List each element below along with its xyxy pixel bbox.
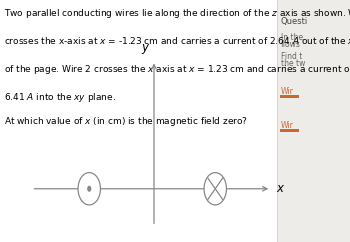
Text: $x$: $x$ <box>276 182 285 195</box>
Text: crosses the x-axis at $x$ = -1.23 cm and carries a current of 2.64 $A$ out of th: crosses the x-axis at $x$ = -1.23 cm and… <box>4 35 350 48</box>
Text: At which value of $x$ (in cm) is the magnetic field zero?: At which value of $x$ (in cm) is the mag… <box>4 115 247 128</box>
Text: Find t: Find t <box>281 52 302 61</box>
Text: of the page. Wire 2 crosses the $x$ axis at $x$ = 1.23 cm and carries a current : of the page. Wire 2 crosses the $x$ axis… <box>4 63 350 76</box>
Text: flows: flows <box>281 40 301 49</box>
Text: the tw: the tw <box>281 59 305 68</box>
Text: Wir: Wir <box>281 121 294 130</box>
Text: Questi: Questi <box>281 17 308 26</box>
Ellipse shape <box>204 173 226 205</box>
Text: 6.41 $A$ into the $xy$ plane.: 6.41 $A$ into the $xy$ plane. <box>4 91 116 104</box>
Text: In the: In the <box>281 33 303 42</box>
Ellipse shape <box>78 173 100 205</box>
Bar <box>277 0 350 242</box>
Bar <box>280 129 299 132</box>
Text: $y$: $y$ <box>141 42 150 56</box>
Bar <box>280 95 299 98</box>
Text: Wir: Wir <box>281 87 294 96</box>
Ellipse shape <box>87 186 91 192</box>
Text: Two parallel conducting wires lie along the direction of the $z$ axis as shown. : Two parallel conducting wires lie along … <box>4 7 350 20</box>
